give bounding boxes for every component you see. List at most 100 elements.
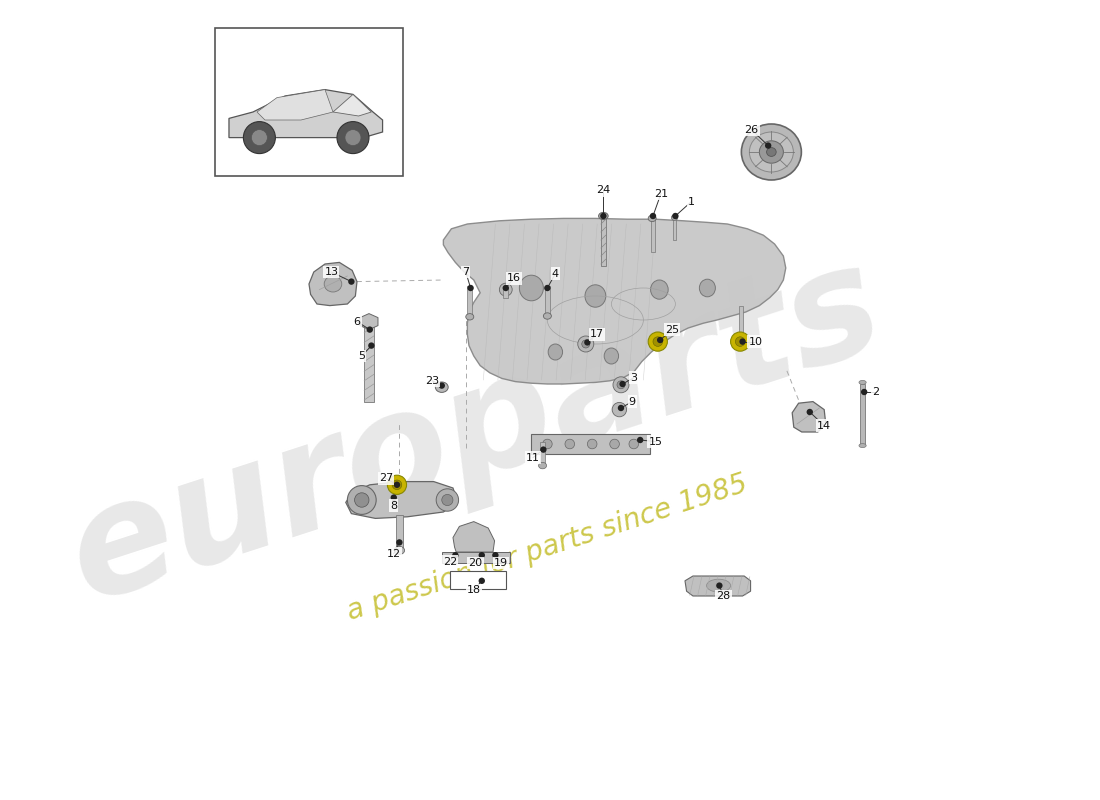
Ellipse shape <box>394 546 405 554</box>
Circle shape <box>478 552 485 558</box>
Text: 25: 25 <box>666 325 679 334</box>
Text: 4: 4 <box>552 269 559 278</box>
Circle shape <box>653 337 662 346</box>
Text: 3: 3 <box>630 373 637 382</box>
Polygon shape <box>453 522 495 552</box>
Bar <box>673 218 676 240</box>
Text: 19: 19 <box>494 558 508 568</box>
Text: 27: 27 <box>378 474 393 483</box>
Circle shape <box>366 326 373 333</box>
Circle shape <box>657 337 663 343</box>
Text: 9: 9 <box>628 397 636 406</box>
Text: 5: 5 <box>359 351 365 361</box>
Circle shape <box>503 285 509 291</box>
Circle shape <box>650 213 657 219</box>
Ellipse shape <box>585 285 606 307</box>
FancyBboxPatch shape <box>450 571 506 589</box>
Circle shape <box>439 382 446 389</box>
Ellipse shape <box>543 313 551 319</box>
Circle shape <box>613 402 627 417</box>
Text: europarts: europarts <box>51 230 900 634</box>
Circle shape <box>716 582 723 589</box>
Ellipse shape <box>604 348 618 364</box>
Circle shape <box>736 337 745 346</box>
Bar <box>396 515 403 550</box>
Ellipse shape <box>548 344 562 360</box>
Circle shape <box>618 405 624 411</box>
Text: 23: 23 <box>425 376 439 386</box>
Circle shape <box>672 213 679 219</box>
Ellipse shape <box>767 147 777 157</box>
Circle shape <box>806 409 813 415</box>
Circle shape <box>368 342 375 349</box>
Text: 1: 1 <box>688 197 695 206</box>
Text: 8: 8 <box>390 501 397 510</box>
Text: 11: 11 <box>526 453 540 462</box>
Circle shape <box>601 213 606 219</box>
Circle shape <box>617 381 625 389</box>
Circle shape <box>609 439 619 449</box>
Circle shape <box>492 552 498 558</box>
Polygon shape <box>309 262 358 306</box>
Circle shape <box>648 332 668 351</box>
Circle shape <box>354 493 368 507</box>
Circle shape <box>393 480 402 490</box>
Circle shape <box>468 285 474 291</box>
Circle shape <box>578 336 594 352</box>
Ellipse shape <box>700 279 715 297</box>
Circle shape <box>348 486 376 514</box>
Ellipse shape <box>324 276 342 292</box>
Polygon shape <box>345 482 458 518</box>
Circle shape <box>396 539 403 546</box>
Circle shape <box>544 285 551 291</box>
Circle shape <box>542 439 552 449</box>
Circle shape <box>540 446 547 453</box>
Circle shape <box>394 482 400 488</box>
Circle shape <box>764 142 771 149</box>
Circle shape <box>437 489 459 511</box>
Text: 21: 21 <box>653 189 668 198</box>
Circle shape <box>478 578 485 584</box>
Text: 16: 16 <box>507 274 520 283</box>
Ellipse shape <box>436 382 448 392</box>
Text: 18: 18 <box>466 586 481 595</box>
Bar <box>442 552 509 563</box>
Text: 24: 24 <box>596 186 611 195</box>
Text: 6: 6 <box>353 317 361 326</box>
Bar <box>650 218 654 252</box>
Circle shape <box>349 278 354 285</box>
Circle shape <box>629 439 639 449</box>
Text: 17: 17 <box>590 330 604 339</box>
Ellipse shape <box>519 275 543 301</box>
Circle shape <box>565 439 574 449</box>
Bar <box>531 434 650 454</box>
Text: 22: 22 <box>442 557 456 566</box>
Ellipse shape <box>741 124 802 180</box>
Text: a passion for parts since 1985: a passion for parts since 1985 <box>343 470 751 626</box>
Circle shape <box>861 389 868 395</box>
Ellipse shape <box>759 141 783 163</box>
Text: 2: 2 <box>872 387 879 397</box>
Circle shape <box>452 552 459 558</box>
Circle shape <box>584 339 591 346</box>
Text: 7: 7 <box>462 267 470 277</box>
Text: 13: 13 <box>324 267 339 277</box>
Circle shape <box>345 130 361 146</box>
Bar <box>540 442 544 466</box>
Text: 12: 12 <box>387 549 400 558</box>
Circle shape <box>613 377 629 393</box>
Circle shape <box>337 122 368 154</box>
Ellipse shape <box>539 462 547 469</box>
Circle shape <box>637 437 644 443</box>
Circle shape <box>739 338 746 345</box>
Ellipse shape <box>650 280 668 299</box>
Circle shape <box>252 130 267 146</box>
Ellipse shape <box>648 215 657 222</box>
Ellipse shape <box>859 443 866 448</box>
Circle shape <box>582 340 590 348</box>
Polygon shape <box>360 314 378 330</box>
Ellipse shape <box>749 132 793 172</box>
Circle shape <box>587 439 597 449</box>
Polygon shape <box>229 90 383 138</box>
Text: 20: 20 <box>469 558 483 568</box>
